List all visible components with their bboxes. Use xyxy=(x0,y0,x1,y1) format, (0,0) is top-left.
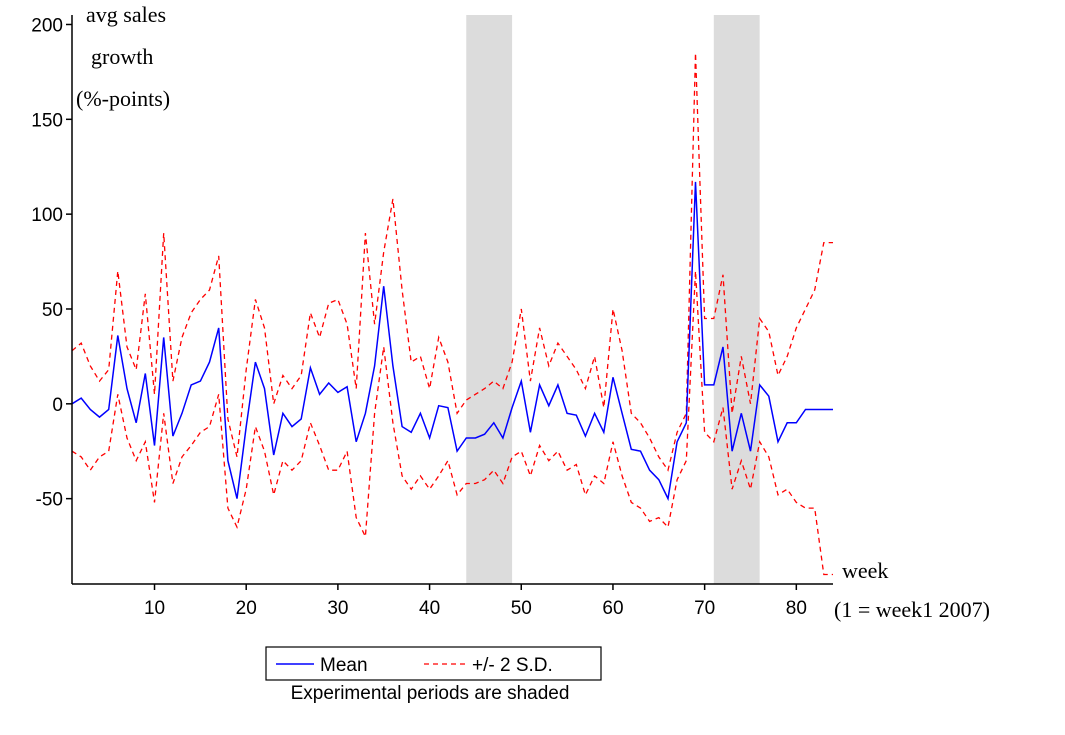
y-axis-label-line: avg sales xyxy=(86,2,166,27)
axes: 200 150 100 50 0 -50 10 20 30 40 50 60 70 80 xyxy=(31,15,833,619)
x-tick-label: 30 xyxy=(327,598,348,619)
mean-line xyxy=(71,181,833,502)
shaded-period-1 xyxy=(466,15,513,584)
x-axis-label-line: (1 = week1 2007) xyxy=(834,597,990,622)
legend-band-label: +/- 2 S.D. xyxy=(472,655,553,676)
x-tick-label: 50 xyxy=(511,598,532,619)
x-axis-label-line: week xyxy=(842,558,888,583)
y-tick-label: 150 xyxy=(31,110,63,131)
x-axis-label: week (1 = week1 2007) xyxy=(834,558,990,622)
y-axis-label-line: growth xyxy=(91,44,153,69)
y-axis-label: avg sales growth (%-points) xyxy=(76,2,170,111)
legend-mean-label: Mean xyxy=(320,655,368,676)
y-tick-label: 100 xyxy=(31,205,63,226)
upper-band-line xyxy=(71,52,833,472)
x-tick-label: 70 xyxy=(694,598,715,619)
lower-band-line xyxy=(71,270,833,576)
x-tick-label: 40 xyxy=(419,598,440,619)
x-tick-label: 20 xyxy=(236,598,257,619)
shaded-period-2 xyxy=(713,15,760,584)
x-tick-label: 60 xyxy=(602,598,623,619)
series-lines xyxy=(71,52,833,576)
shaded-periods xyxy=(466,15,760,584)
legend: Mean +/- 2 S.D. xyxy=(265,646,602,681)
chart-note: Experimental periods are shaded xyxy=(291,683,570,704)
x-tick-label: 10 xyxy=(144,598,165,619)
y-tick-label: 0 xyxy=(52,395,63,416)
y-tick-label: -50 xyxy=(36,490,63,511)
y-tick-label: 50 xyxy=(42,300,63,321)
y-tick-label: 200 xyxy=(31,15,63,36)
x-tick-label: 80 xyxy=(786,598,807,619)
y-axis-label-line: (%-points) xyxy=(76,86,170,111)
